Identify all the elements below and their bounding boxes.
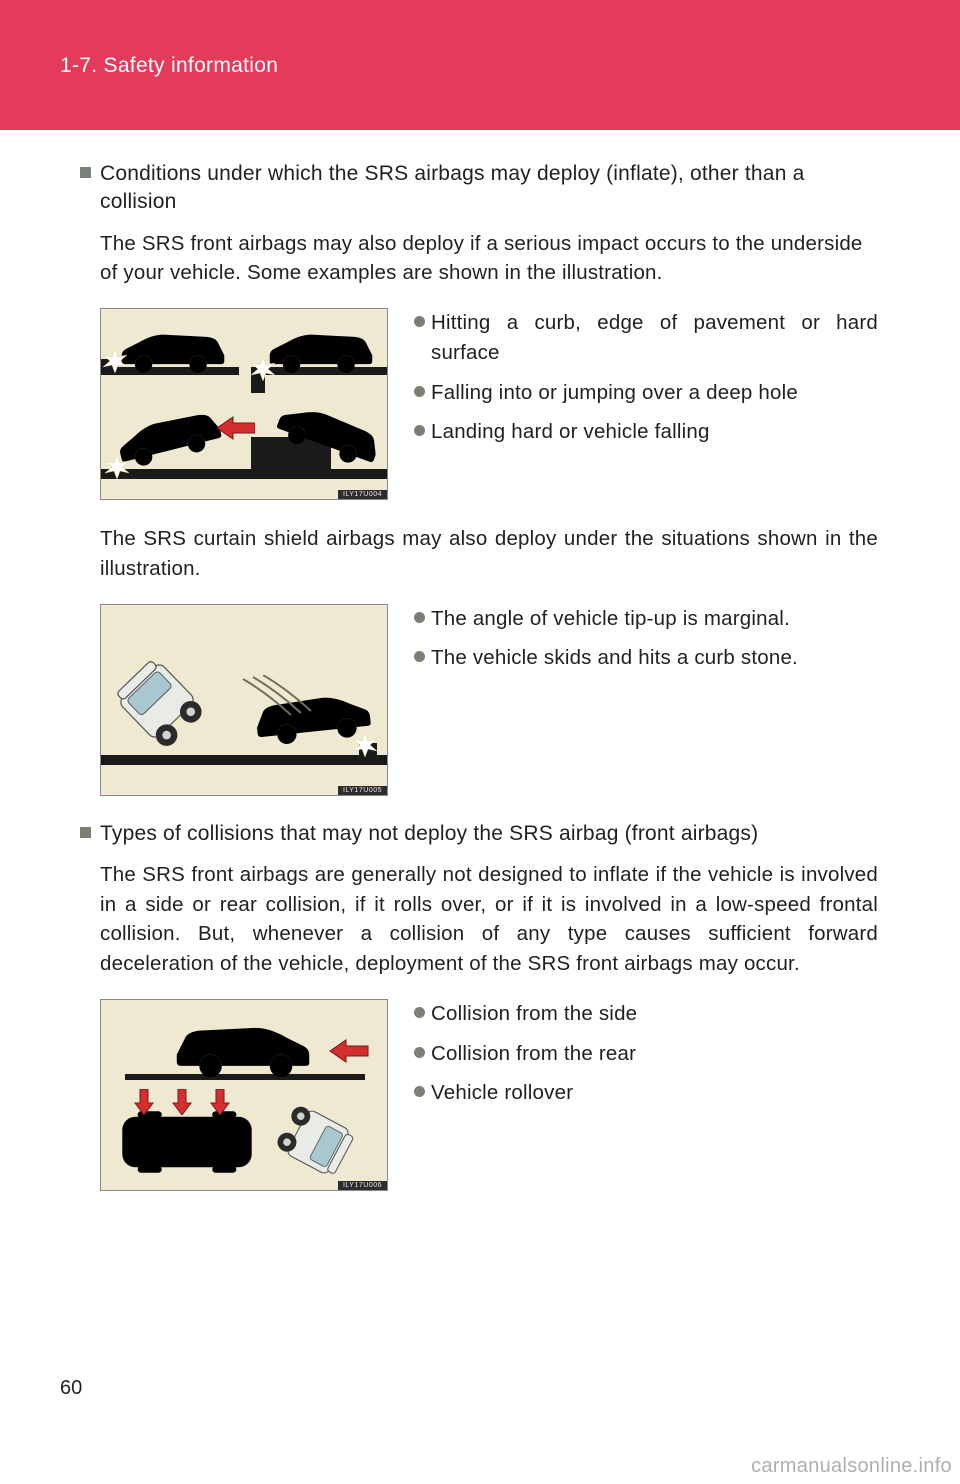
bullet-text: Hitting a curb, edge of pavement or hard…: [431, 308, 878, 367]
page-content: Conditions under which the SRS airbags m…: [80, 160, 878, 1215]
section1-figure-row-2: ILY17U005 The angle of vehicle tip-up is…: [100, 604, 878, 796]
bullet-dot-icon: [414, 612, 425, 623]
section1-between: The SRS curtain shield airbags may also …: [100, 524, 878, 583]
bullet-text: Falling into or jumping over a deep hole: [431, 378, 798, 408]
list-item: Collision from the rear: [414, 1039, 878, 1069]
section1-bullets-2: The angle of vehicle tip-up is marginal.…: [414, 604, 878, 683]
illustration-underside-impacts: ILY17U004: [100, 308, 388, 500]
square-marker-icon: [80, 827, 91, 838]
list-item: Hitting a curb, edge of pavement or hard…: [414, 308, 878, 367]
illustration-no-deploy: ILY17U006: [100, 999, 388, 1191]
list-item: The angle of vehicle tip-up is marginal.: [414, 604, 878, 634]
bullet-text: The angle of vehicle tip-up is marginal.: [431, 604, 790, 634]
section1-bullets-1: Hitting a curb, edge of pavement or hard…: [414, 308, 878, 457]
section-heading-text: Conditions under which the SRS airbags m…: [100, 160, 878, 217]
illustration-curtain-deploy: ILY17U005: [100, 604, 388, 796]
section1-figure-row-1: ILY17U004 Hitting a curb, edge of paveme…: [100, 308, 878, 500]
bullet-dot-icon: [414, 651, 425, 662]
page-number: 60: [60, 1377, 82, 1400]
watermark: carmanualsonline.info: [751, 1455, 952, 1478]
list-item: Falling into or jumping over a deep hole: [414, 378, 878, 408]
bullet-dot-icon: [414, 386, 425, 397]
illustration-code: ILY17U004: [338, 490, 387, 499]
bullet-dot-icon: [414, 1047, 425, 1058]
illustration-code: ILY17U006: [338, 1181, 387, 1190]
section2-intro: The SRS front airbags are generally not …: [100, 860, 878, 979]
section1-intro: The SRS front airbags may also deploy if…: [100, 229, 878, 288]
illustration-code: ILY17U005: [338, 786, 387, 795]
section-heading-text: Types of collisions that may not deploy …: [100, 820, 758, 848]
bullet-dot-icon: [414, 1007, 425, 1018]
section-heading-no-deploy: Types of collisions that may not deploy …: [80, 820, 878, 848]
bullet-dot-icon: [414, 1086, 425, 1097]
section-heading-conditions: Conditions under which the SRS airbags m…: [80, 160, 878, 217]
square-marker-icon: [80, 167, 91, 178]
bullet-dot-icon: [414, 425, 425, 436]
page-header: 1-7. Safety information: [0, 0, 960, 130]
bullet-text: Collision from the rear: [431, 1039, 636, 1069]
list-item: Collision from the side: [414, 999, 878, 1029]
list-item: Vehicle rollover: [414, 1078, 878, 1108]
section2-bullets: Collision from the side Collision from t…: [414, 999, 878, 1118]
bullet-text: Collision from the side: [431, 999, 637, 1029]
section2-figure-row: ILY17U006 Collision from the side Collis…: [100, 999, 878, 1191]
header-title: 1-7. Safety information: [60, 54, 960, 78]
list-item: The vehicle skids and hits a curb stone.: [414, 643, 878, 673]
bullet-dot-icon: [414, 316, 425, 327]
bullet-text: Landing hard or vehicle falling: [431, 417, 710, 447]
bullet-text: The vehicle skids and hits a curb stone.: [431, 643, 798, 673]
list-item: Landing hard or vehicle falling: [414, 417, 878, 447]
bullet-text: Vehicle rollover: [431, 1078, 573, 1108]
